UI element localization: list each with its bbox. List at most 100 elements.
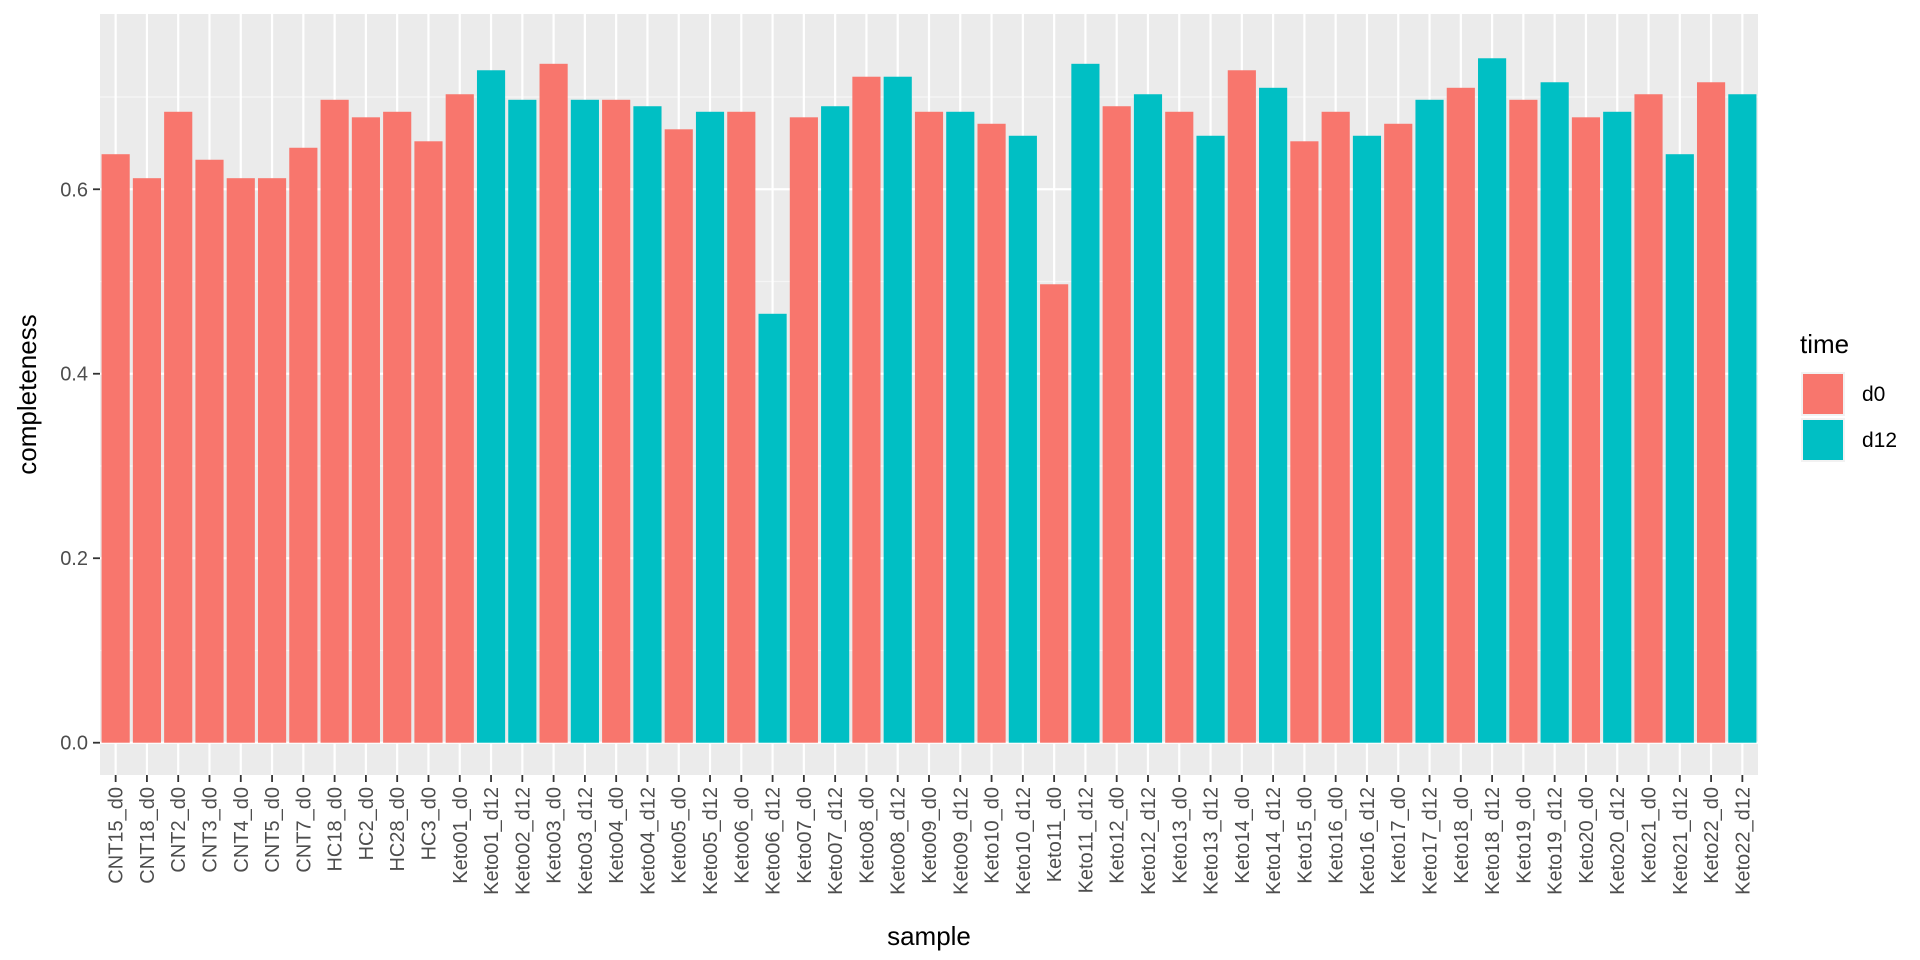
x-tick-label: Keto09_d0: [919, 787, 941, 884]
bar-CNT18_d0: [132, 178, 162, 743]
bar-CNT3_d0: [195, 159, 224, 743]
x-tick-label: Keto08_d12: [888, 787, 910, 895]
x-tick-label: Keto10_d0: [982, 787, 1004, 884]
x-tick-label: HC3_d0: [418, 787, 440, 860]
bar-Keto13_d12: [1196, 135, 1225, 743]
bar-Keto11_d0: [1040, 284, 1069, 743]
bar-Keto05_d12: [695, 111, 725, 743]
x-tick-label: HC2_d0: [356, 787, 378, 860]
legend-swatch-d12: [1803, 420, 1843, 460]
x-tick-label: Keto19_d12: [1545, 787, 1567, 895]
x-tick-label: Keto11_d0: [1044, 787, 1066, 882]
x-tick-label: HC28_d0: [387, 787, 409, 872]
bar-Keto07_d0: [789, 117, 818, 743]
x-tick-label: CNT3_d0: [199, 787, 221, 873]
bar-Keto13_d0: [1165, 111, 1194, 743]
bar-Keto21_d12: [1665, 154, 1694, 743]
x-tick-label: Keto03_d0: [544, 787, 566, 884]
x-tick-label: Keto07_d0: [794, 787, 816, 884]
bar-Keto12_d0: [1102, 106, 1131, 743]
bar-HC3_d0: [414, 141, 443, 743]
bar-Keto10_d0: [977, 123, 1006, 743]
x-tick-label: Keto16_d0: [1326, 787, 1348, 884]
bar-CNT7_d0: [289, 147, 318, 743]
bar-CNT5_d0: [257, 178, 287, 743]
x-tick-label: Keto09_d12: [950, 787, 972, 895]
bar-Keto09_d12: [946, 111, 975, 743]
bar-Keto02_d12: [508, 99, 537, 743]
bar-Keto20_d0: [1571, 117, 1601, 743]
bar-Keto08_d0: [852, 76, 881, 743]
x-tick-label: Keto15_d0: [1294, 787, 1316, 884]
bar-Keto16_d12: [1352, 135, 1382, 743]
legend-title: time: [1800, 329, 1849, 359]
x-tick-label: CNT2_d0: [168, 787, 190, 873]
x-tick-label: Keto17_d12: [1420, 787, 1442, 895]
x-tick-label: Keto02_d12: [512, 787, 534, 895]
x-tick-label: Keto06_d0: [731, 787, 753, 884]
legend-label-d12: d12: [1862, 429, 1897, 452]
bar-CNT4_d0: [226, 178, 255, 743]
bar-Keto04_d0: [602, 99, 631, 743]
bar-Keto22_d0: [1696, 82, 1726, 743]
bar-Keto18_d12: [1478, 58, 1507, 743]
x-tick-label: Keto18_d12: [1482, 787, 1504, 895]
x-tick-label: CNT5_d0: [262, 787, 284, 873]
bar-Keto20_d12: [1603, 111, 1632, 743]
bar-Keto17_d0: [1384, 123, 1413, 743]
x-tick-label: Keto08_d0: [856, 787, 878, 884]
x-tick-label: Keto13_d0: [1169, 787, 1191, 884]
x-tick-label: CNT15_d0: [106, 787, 128, 884]
bar-Keto16_d0: [1321, 111, 1350, 743]
x-tick-label: Keto06_d12: [763, 787, 785, 895]
bar-Keto03_d12: [570, 99, 599, 743]
x-tick-label: Keto12_d12: [1138, 787, 1160, 895]
bar-Keto01_d0: [445, 94, 474, 743]
bar-Keto14_d0: [1227, 70, 1256, 743]
bar-HC18_d0: [320, 99, 349, 743]
bar-HC2_d0: [351, 117, 380, 743]
x-tick-label: Keto20_d12: [1607, 787, 1629, 895]
x-tick-label: Keto17_d0: [1388, 787, 1410, 884]
bar-Keto18_d0: [1446, 87, 1475, 743]
x-axis-title: sample: [887, 921, 971, 951]
bar-Keto17_d12: [1415, 99, 1444, 743]
x-axis: CNT15_d0 CNT18_d0 CNT2_d0 CNT3_d0 CNT4_d0 CNT…: [106, 775, 1754, 895]
bar-Keto07_d12: [821, 106, 850, 743]
x-tick-label: Keto04_d0: [606, 787, 628, 884]
legend-swatch-d0: [1803, 374, 1843, 414]
x-tick-label: Keto07_d12: [825, 787, 847, 895]
x-tick-label: Keto14_d12: [1263, 787, 1285, 895]
x-tick-label: Keto22_d12: [1732, 787, 1754, 895]
bar-Keto06_d0: [727, 111, 756, 743]
bar-Keto12_d12: [1133, 94, 1163, 743]
bar-series: [101, 58, 1757, 743]
bar-Keto01_d12: [476, 70, 506, 743]
bar-Keto09_d0: [914, 111, 944, 743]
y-axis: 0.0 0.2 0.4 0.6: [60, 179, 100, 755]
x-tick-label: Keto21_d12: [1670, 787, 1692, 895]
x-tick-label: Keto05_d12: [700, 787, 722, 895]
y-tick-label: 0.0: [60, 733, 88, 755]
bar-Keto11_d12: [1071, 63, 1100, 743]
x-tick-label: CNT7_d0: [293, 787, 315, 873]
x-tick-label: Keto20_d0: [1576, 787, 1598, 884]
bar-Keto06_d12: [758, 313, 787, 743]
bar-Keto22_d12: [1728, 94, 1757, 743]
x-tick-label: Keto11_d12: [1075, 787, 1097, 893]
x-tick-label: Keto21_d0: [1639, 787, 1661, 884]
legend: time d0 d12: [1800, 329, 1897, 462]
bar-Keto14_d12: [1259, 87, 1288, 743]
x-tick-label: Keto22_d0: [1701, 787, 1723, 884]
bar-Keto15_d0: [1290, 141, 1319, 743]
x-tick-label: Keto10_d12: [1013, 787, 1035, 895]
bar-CNT15_d0: [101, 154, 130, 743]
x-tick-label: Keto03_d12: [575, 787, 597, 895]
x-tick-label: CNT4_d0: [231, 787, 253, 873]
bar-Keto08_d12: [883, 76, 912, 743]
bar-Keto19_d12: [1540, 82, 1569, 743]
bar-Keto19_d0: [1509, 99, 1538, 743]
bar-Keto05_d0: [664, 129, 693, 743]
y-tick-label: 0.4: [60, 364, 88, 386]
